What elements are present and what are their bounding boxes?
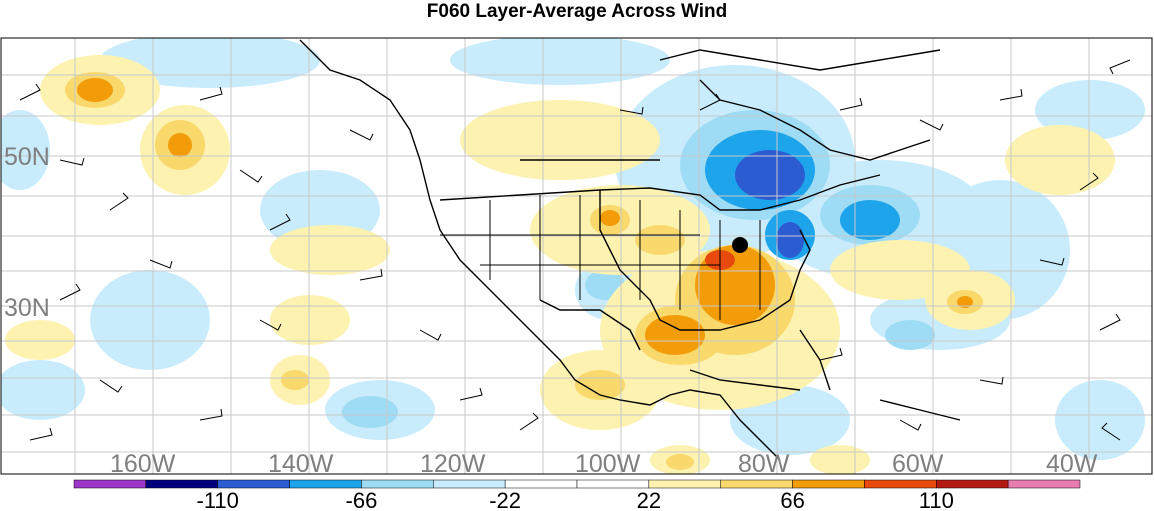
colorbar-swatch [648, 479, 721, 489]
blue-regions [735, 150, 805, 258]
map-panel: 50N 30N 160W 140W 120W 100W 80W 60W 40W [0, 37, 1153, 478]
colorbar-swatch [864, 479, 937, 489]
colorbar-swatch [145, 479, 218, 489]
state-borders [440, 195, 761, 320]
colorbar-labels: -110 -66 -22 22 66 110 [197, 488, 954, 511]
location-marker [732, 237, 748, 253]
lon-label-140w: 140W [268, 450, 334, 478]
colorbar-swatch [720, 479, 793, 489]
orange-regions [77, 78, 973, 355]
lon-label-60w: 60W [892, 450, 944, 478]
map-frame [0, 37, 1153, 475]
colorbar-swatches [73, 479, 1081, 489]
lat-label-30n: 30N [4, 294, 50, 322]
colorbar-swatch [504, 479, 578, 489]
colorbar-swatch [792, 479, 865, 489]
graticule [1, 38, 1152, 474]
colorbar-tick-label: -66 [346, 488, 378, 511]
colorbar-tick-label: 110 [919, 488, 954, 511]
colorbar-tick-label: -110 [197, 488, 239, 511]
colorbar-swatch [73, 479, 147, 489]
lon-label-80w: 80W [738, 450, 790, 478]
wind-barbs [19, 59, 1131, 441]
lat-label-50n: 50N [4, 143, 50, 171]
colorbar-swatch [936, 479, 1009, 489]
colorbar-swatch [217, 479, 290, 489]
colorbar-swatch [1007, 479, 1081, 489]
colorbar-tick-label: 66 [780, 488, 804, 511]
coastlines [299, 39, 961, 461]
colorbar-swatch [289, 479, 362, 489]
colorbar-swatch [576, 479, 650, 489]
colorbar-tick-label: 22 [637, 488, 661, 511]
colorbar-tick-label: -22 [489, 488, 521, 511]
colorbar-swatch [361, 479, 434, 489]
lon-label-120w: 120W [420, 450, 486, 478]
lon-label-40w: 40W [1046, 450, 1098, 478]
lon-label-100w: 100W [575, 450, 641, 478]
map-title: F060 Layer-Average Across Wind [426, 1, 728, 22]
colorbar-swatch [433, 479, 506, 489]
lon-label-160w: 160W [110, 450, 176, 478]
wind-contours [1, 38, 1152, 474]
